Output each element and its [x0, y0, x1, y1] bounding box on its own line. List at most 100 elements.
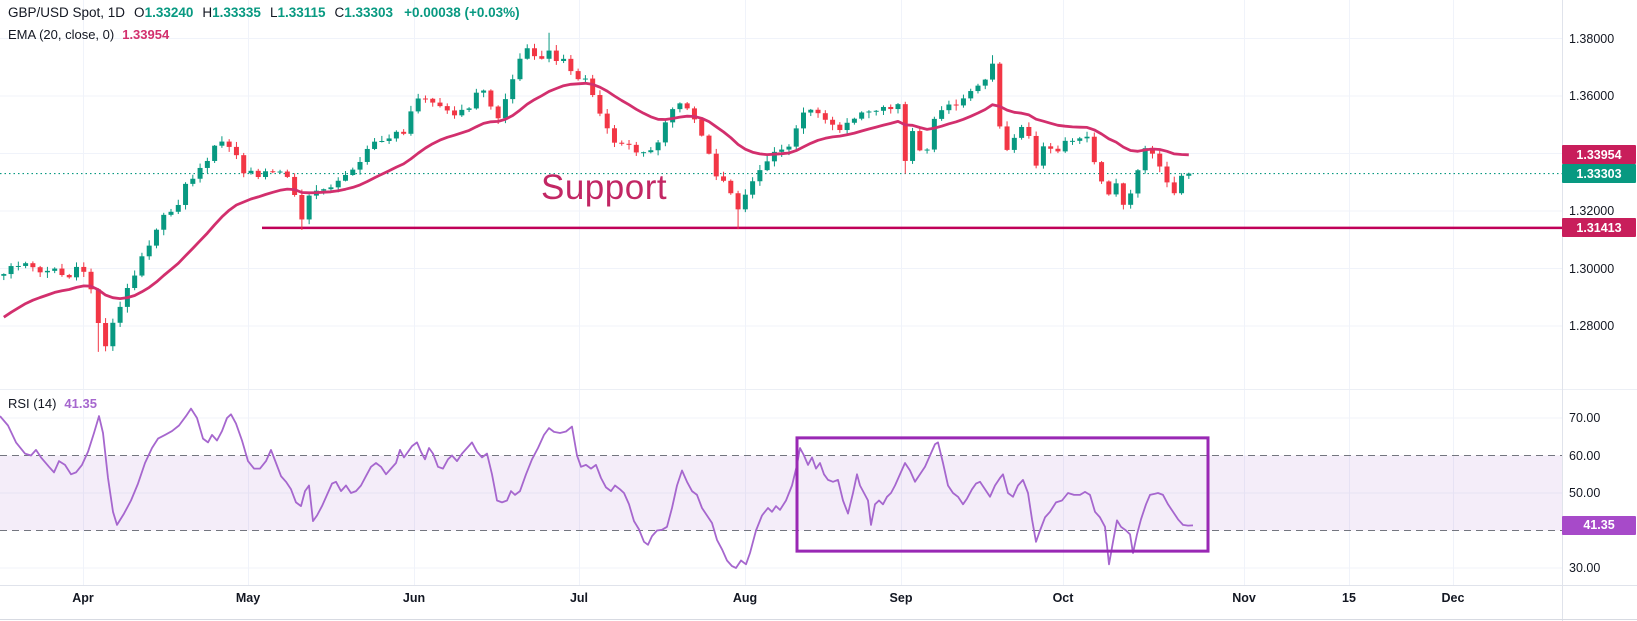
time-axis-label-may: May: [235, 591, 261, 605]
candle: [408, 111, 414, 134]
candle: [168, 211, 174, 215]
candle: [990, 63, 996, 80]
rsi-indicator-value: 41.35: [64, 396, 97, 411]
ema-indicator-value: 1.33954: [122, 27, 170, 42]
candle: [350, 169, 356, 175]
price-tick-label: 1.28000: [1569, 319, 1615, 333]
candle: [1048, 146, 1054, 149]
candle: [626, 143, 632, 145]
candle: [226, 141, 232, 147]
rsi-value-badge: 41.35: [1562, 515, 1636, 535]
candle: [1149, 148, 1155, 154]
ema-indicator-label: EMA (20, close, 0): [8, 27, 115, 42]
time-axis-label-aug: Aug: [732, 591, 758, 605]
candle: [219, 141, 225, 146]
candle: [873, 110, 879, 112]
candle: [1077, 138, 1083, 141]
rsi-tick-label: 30.00: [1569, 561, 1601, 575]
candle: [910, 131, 916, 161]
candle: [1128, 193, 1134, 205]
candle: [931, 118, 937, 150]
ohlc-o: O1.33240: [134, 5, 194, 20]
candle: [866, 111, 872, 113]
candle: [539, 56, 545, 59]
rsi-tick-label: 70.00: [1569, 411, 1601, 425]
candle: [103, 323, 109, 347]
candle: [1084, 136, 1090, 139]
candle: [255, 170, 261, 178]
ema-indicator-row[interactable]: EMA (20, close, 0) 1.33954: [8, 27, 169, 42]
candle: [1099, 162, 1105, 182]
candle: [975, 85, 981, 92]
candle: [1069, 140, 1075, 142]
candle: [982, 79, 988, 86]
candle: [1033, 135, 1039, 166]
candle: [379, 140, 385, 142]
candle: [357, 161, 363, 170]
time-axis-label-nov: Nov: [1232, 591, 1256, 605]
candle: [37, 267, 43, 273]
candle: [364, 148, 370, 162]
candle: [1186, 173, 1192, 176]
symbol-title[interactable]: GBP/USD Spot, 1D: [8, 5, 126, 20]
candle: [859, 112, 865, 119]
candle: [15, 265, 21, 267]
rsi-band-fill: [0, 455, 1562, 531]
support-annotation-text[interactable]: Support: [541, 168, 668, 207]
candle: [641, 152, 647, 154]
candle: [808, 109, 814, 113]
candle: [1120, 183, 1126, 205]
candle: [1135, 170, 1141, 194]
candle: [233, 146, 239, 156]
candle: [241, 155, 247, 174]
candle: [1179, 175, 1185, 194]
candle: [59, 268, 65, 276]
candle: [779, 149, 785, 152]
candle: [175, 204, 181, 212]
candle: [837, 124, 843, 131]
candle: [699, 119, 705, 136]
candle: [1004, 126, 1010, 150]
highlight-rectangle[interactable]: [795, 436, 1210, 553]
support-price-badge: 1.31413: [1562, 218, 1636, 238]
candle: [1, 274, 7, 276]
candle: [306, 195, 312, 220]
candle: [786, 146, 792, 150]
candle: [801, 112, 806, 129]
candle: [95, 289, 101, 324]
candle: [146, 245, 152, 257]
candle: [917, 131, 923, 151]
candle: [270, 171, 276, 173]
candle: [880, 106, 886, 111]
candle: [204, 160, 210, 168]
candle: [713, 153, 719, 177]
candle: [495, 106, 501, 119]
candle: [44, 270, 50, 273]
candle: [1026, 126, 1032, 136]
candle: [1113, 183, 1119, 195]
candle: [88, 271, 94, 290]
candle: [902, 104, 908, 161]
candle: [757, 170, 763, 182]
candle: [648, 150, 654, 153]
candle: [466, 108, 472, 110]
candle: [415, 98, 421, 112]
rsi-indicator-row[interactable]: RSI (14) 41.35: [8, 396, 97, 411]
candle: [66, 275, 72, 278]
candle: [473, 92, 479, 109]
price-tick-label: 1.30000: [1569, 261, 1615, 276]
candle: [960, 98, 966, 106]
candle: [953, 104, 959, 106]
candle: [851, 118, 857, 123]
rsi-tick-label: 60.00: [1569, 448, 1601, 463]
time-axis-label-15: 15: [1342, 591, 1356, 605]
candle: [968, 91, 974, 99]
candle: [422, 98, 428, 100]
candle: [488, 90, 494, 107]
time-axis-label-oct: Oct: [1052, 591, 1074, 605]
candle: [561, 58, 567, 62]
candle: [510, 79, 516, 100]
candle: [568, 58, 574, 72]
